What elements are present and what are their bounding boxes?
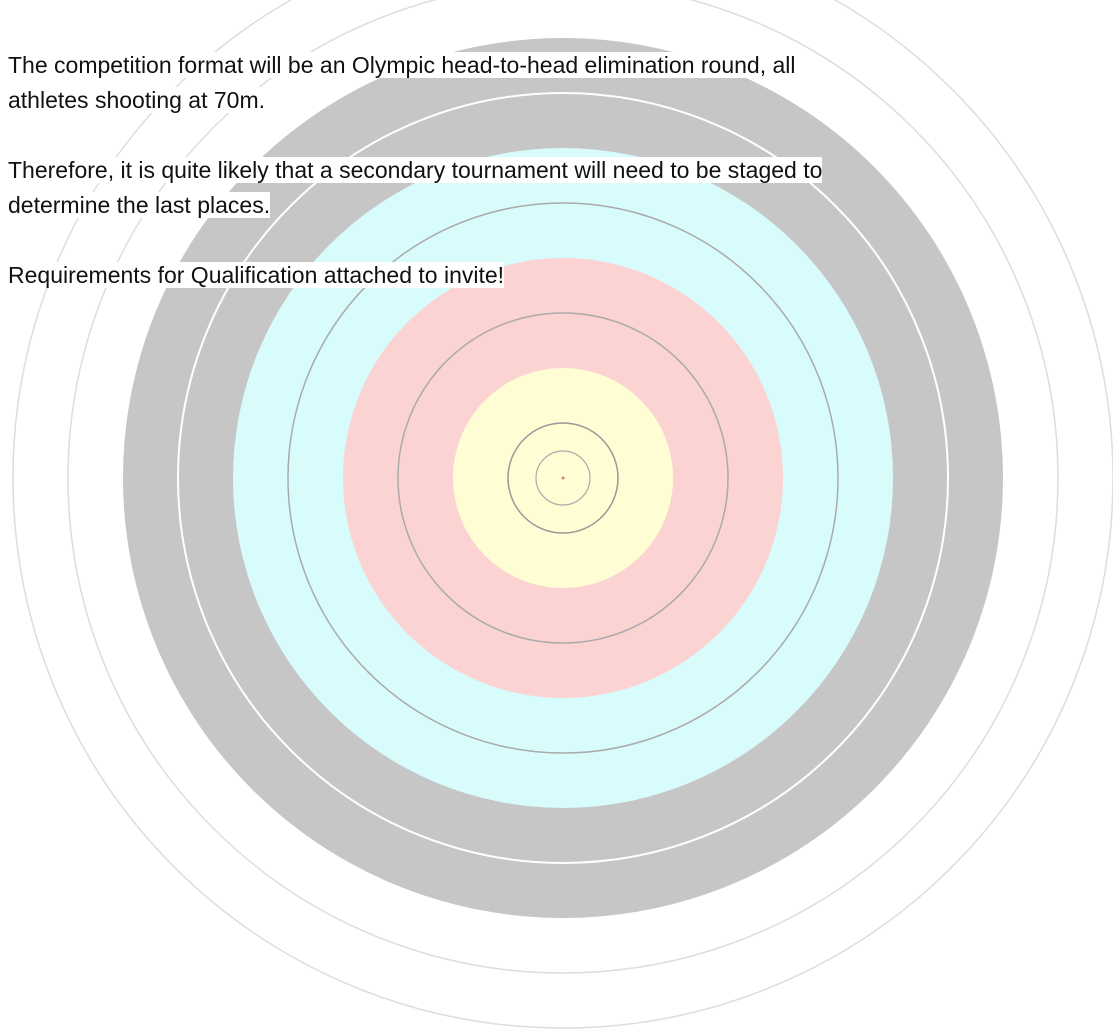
text-line: The competition format will be an Olympi… bbox=[8, 48, 1108, 83]
paragraph: Therefore, it is quite likely that a sec… bbox=[8, 153, 1108, 223]
text: Therefore, it is quite likely that a sec… bbox=[8, 157, 822, 183]
page: The competition format will be an Olympi… bbox=[0, 0, 1113, 1030]
paragraph: The competition format will be an Olympi… bbox=[8, 48, 1108, 118]
text-line: Therefore, it is quite likely that a sec… bbox=[8, 153, 1108, 188]
text: The competition format will be an Olympi… bbox=[8, 52, 796, 78]
paragraph: Requirements for Qualification attached … bbox=[8, 258, 1108, 293]
text-line: Requirements for Qualification attached … bbox=[8, 258, 1108, 293]
text: Requirements for Qualification attached … bbox=[8, 262, 504, 288]
text: determine the last places. bbox=[8, 192, 270, 218]
text: athletes shooting at 70m. bbox=[8, 87, 265, 113]
document-body: The competition format will be an Olympi… bbox=[8, 48, 1108, 328]
text-line: athletes shooting at 70m. bbox=[8, 83, 1108, 118]
text-line: determine the last places. bbox=[8, 188, 1108, 223]
